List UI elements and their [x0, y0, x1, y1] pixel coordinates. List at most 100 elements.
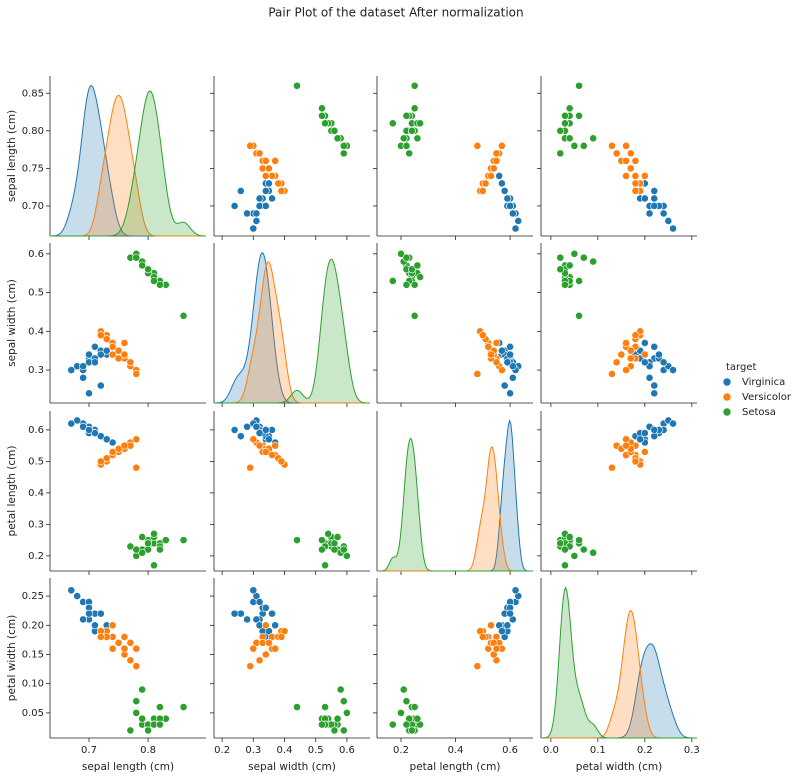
- scatter-point: [230, 609, 239, 618]
- scatter-point: [413, 134, 422, 143]
- scatter-point: [612, 149, 621, 158]
- scatter-point: [102, 435, 111, 444]
- legend-label: Virginica: [742, 377, 785, 388]
- scatter-point: [339, 697, 348, 706]
- y-tick-label: 0.6: [28, 249, 44, 260]
- scatter-point: [498, 179, 506, 188]
- x-tick-label: 0.1: [590, 745, 606, 756]
- kde-area: [541, 610, 697, 738]
- scatter-point: [67, 419, 76, 428]
- scatter-point: [622, 156, 630, 165]
- scatter-point: [293, 81, 301, 90]
- scatter-point: [397, 249, 405, 258]
- scatter-point: [511, 224, 520, 233]
- scatter-point: [96, 457, 105, 466]
- scatter-point: [481, 179, 490, 188]
- scatter-point: [318, 104, 326, 113]
- y-tick-label: 0.70: [22, 201, 44, 212]
- scatter-point: [640, 358, 649, 367]
- scatter-point: [293, 703, 301, 711]
- scatter-point: [495, 172, 504, 180]
- scatter-point: [132, 662, 141, 671]
- scatter-point: [565, 261, 574, 270]
- scatter-point: [626, 354, 635, 363]
- scatter-point: [388, 277, 397, 285]
- y-tick-label: 0.4: [28, 326, 44, 337]
- scatter-point: [608, 141, 616, 150]
- scatter-point: [659, 358, 668, 367]
- scatter-point: [330, 126, 339, 135]
- scatter-point: [664, 217, 673, 225]
- scatter-point: [416, 273, 424, 281]
- scatter-point: [114, 444, 123, 453]
- legend-title: target: [726, 362, 756, 373]
- kde-curve: [214, 258, 370, 404]
- scatter-point: [565, 104, 574, 113]
- scatter-point: [631, 156, 640, 165]
- scatter-point: [144, 726, 152, 735]
- scatter-point: [102, 454, 111, 463]
- scatter-point: [144, 539, 152, 548]
- scatter-point: [556, 265, 565, 274]
- scatter-point: [487, 172, 495, 180]
- scatter-point: [120, 441, 129, 450]
- scatter-point: [156, 545, 164, 554]
- scatter-point: [631, 457, 640, 466]
- x-tick-label: 0.0: [543, 745, 559, 756]
- kde-area: [214, 259, 370, 403]
- scatter-point: [114, 354, 123, 363]
- y-tick-label: 0.3: [28, 519, 44, 530]
- scatter-point: [402, 697, 411, 706]
- scatter-point: [138, 261, 147, 270]
- scatter-point: [120, 339, 129, 347]
- scatter-point: [261, 187, 270, 195]
- scatter-point: [271, 644, 280, 653]
- y-tick-label: 0.80: [22, 126, 44, 137]
- scatter-point: [85, 609, 93, 618]
- scatter-point: [473, 370, 482, 378]
- scatter-point: [261, 650, 270, 659]
- y-axis-label: petal length (cm): [6, 446, 18, 537]
- scatter-point: [246, 463, 255, 472]
- scatter-point: [265, 179, 273, 188]
- scatter-point: [268, 194, 276, 203]
- kde-curve: [377, 437, 533, 572]
- scatter-point: [575, 536, 583, 545]
- scatter-point: [410, 104, 419, 113]
- scatter-point: [96, 432, 105, 441]
- scatter-point: [506, 342, 514, 351]
- legend-marker: [722, 377, 732, 387]
- scatter-point: [669, 419, 677, 428]
- scatter-point: [622, 141, 630, 150]
- x-tick-label: 0.6: [502, 745, 518, 756]
- scatter-point: [120, 633, 129, 641]
- scatter-point: [561, 280, 569, 289]
- scatter-point: [120, 350, 129, 359]
- scatter-point: [659, 209, 668, 218]
- scatter-point: [626, 164, 635, 173]
- scatter-point: [343, 551, 351, 560]
- scatter-point: [91, 429, 99, 437]
- scatter-point: [179, 311, 188, 320]
- scatter-point: [617, 350, 626, 359]
- kde-area: [541, 587, 697, 738]
- scatter-point: [608, 370, 616, 378]
- scatter-point: [243, 615, 251, 624]
- scatter-point: [336, 685, 345, 694]
- scatter-point: [277, 633, 286, 641]
- scatter-point: [575, 311, 583, 320]
- kde-area: [50, 85, 206, 236]
- scatter-point: [252, 422, 261, 431]
- scatter-point: [636, 435, 645, 444]
- scatter-point: [150, 277, 158, 285]
- scatter-point: [339, 726, 348, 735]
- scatter-point: [261, 425, 270, 434]
- scatter-point: [96, 381, 105, 390]
- scatter-point: [343, 708, 351, 717]
- scatter-point: [622, 172, 630, 180]
- y-tick-label: 0.2: [28, 551, 44, 562]
- scatter-point: [645, 373, 654, 382]
- scatter-point: [655, 350, 663, 359]
- y-tick-label: 0.6: [28, 425, 44, 436]
